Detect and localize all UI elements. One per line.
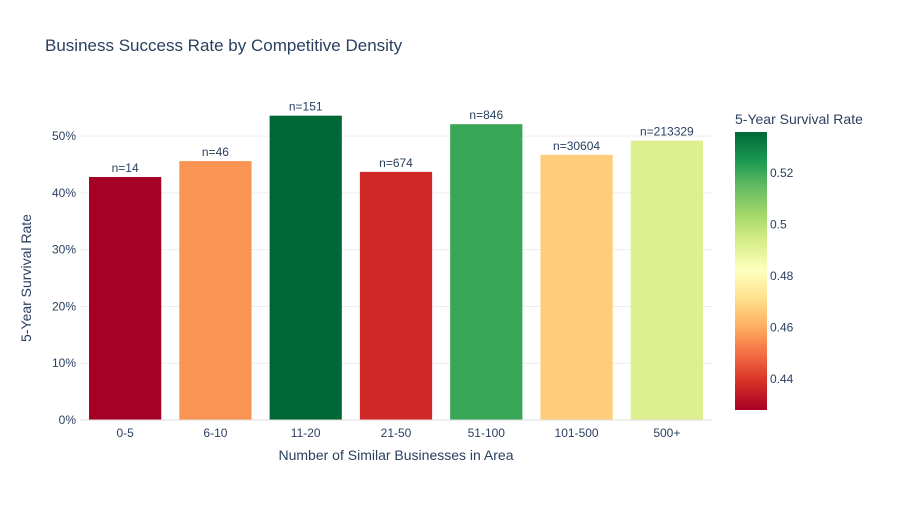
colorbar-title: 5-Year Survival Rate xyxy=(735,111,863,127)
bar-data-label: n=846 xyxy=(469,108,503,122)
bar-data-label: n=30604 xyxy=(553,139,600,153)
bar-6-10 xyxy=(179,161,252,421)
bar-21-50 xyxy=(359,171,433,420)
y-tick-label: 0% xyxy=(59,413,77,427)
x-tick-label: 11-20 xyxy=(291,426,321,440)
bar-data-label: n=46 xyxy=(202,145,229,159)
x-tick-label: 21-50 xyxy=(381,426,412,440)
colorbar xyxy=(735,132,767,410)
bar-0-5 xyxy=(89,176,162,420)
x-axis-ticks: 0-5 6-10 11-20 21-50 51-100 101-500 500+ xyxy=(116,426,680,440)
bar-11-20 xyxy=(269,115,342,420)
colorbar-ticks: 0.44 0.46 0.48 0.5 0.52 xyxy=(770,166,794,386)
bar-51-100 xyxy=(450,124,523,420)
x-tick-label: 51-100 xyxy=(468,426,506,440)
bar-101-500 xyxy=(540,154,613,420)
colorbar-tick-label: 0.44 xyxy=(770,372,794,386)
colorbar-tick-label: 0.48 xyxy=(770,269,794,283)
colorbar-tick-label: 0.52 xyxy=(770,166,794,180)
bars xyxy=(89,115,703,421)
y-tick-label: 30% xyxy=(52,243,76,257)
colorbar-tick-label: 0.5 xyxy=(770,218,787,232)
bar-data-label: n=151 xyxy=(289,100,323,114)
y-axis-ticks: 0% 10% 20% 30% 40% 50% xyxy=(52,129,76,427)
y-tick-label: 40% xyxy=(52,186,76,200)
y-tick-label: 50% xyxy=(52,129,76,143)
bar-500+ xyxy=(630,140,703,420)
colorbar-tick-label: 0.46 xyxy=(770,321,794,335)
x-tick-label: 500+ xyxy=(653,426,680,440)
data-labels: n=14 n=46 n=151 n=674 n=846 n=30604 n=213329 xyxy=(112,100,694,175)
bar-data-label: n=213329 xyxy=(640,125,694,139)
y-axis-label: 5-Year Survival Rate xyxy=(18,214,34,342)
x-tick-label: 0-5 xyxy=(116,426,134,440)
x-tick-label: 6-10 xyxy=(203,426,227,440)
bar-data-label: n=674 xyxy=(379,156,413,170)
y-tick-label: 20% xyxy=(52,299,76,313)
chart-title: Business Success Rate by Competitive Den… xyxy=(45,36,403,55)
bar-data-label: n=14 xyxy=(112,161,139,175)
x-axis-label: Number of Similar Businesses in Area xyxy=(279,447,514,463)
x-tick-label: 101-500 xyxy=(555,426,599,440)
y-tick-label: 10% xyxy=(52,356,76,370)
